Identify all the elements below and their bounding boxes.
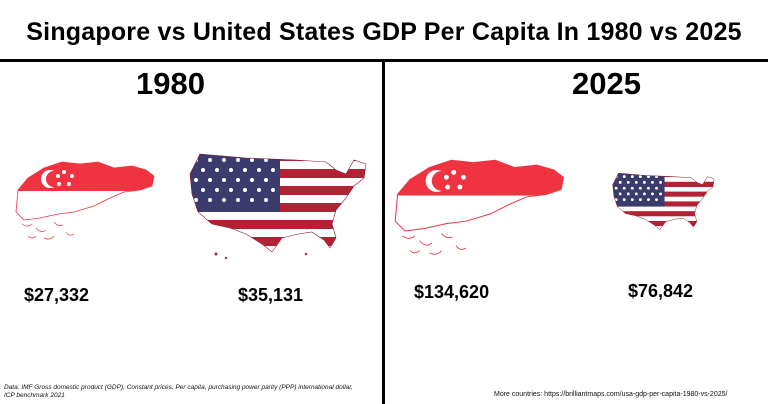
singapore-flag-map-2025	[394, 159, 565, 255]
more-countries-link[interactable]: More countries: https://brilliantmaps.co…	[494, 391, 728, 398]
singapore-flag-map-1980	[15, 161, 155, 240]
singapore-value-1980: $27,332	[24, 285, 90, 305]
data-source-note: Data: IMF Gross domestic product (GDP), …	[4, 384, 353, 399]
usa-value-2025: $76,842	[628, 281, 694, 301]
usa-flag-map-2025	[612, 172, 715, 230]
page-title: Singapore vs United States GDP Per Capit…	[26, 18, 742, 46]
usa-value-1980: $35,131	[238, 285, 304, 305]
panel-divider	[382, 59, 385, 404]
year-label-2025: 2025	[572, 66, 641, 101]
usa-flag-map-1980	[189, 153, 367, 260]
singapore-value-2025: $134,620	[414, 282, 490, 302]
year-label-1980: 1980	[136, 66, 205, 101]
